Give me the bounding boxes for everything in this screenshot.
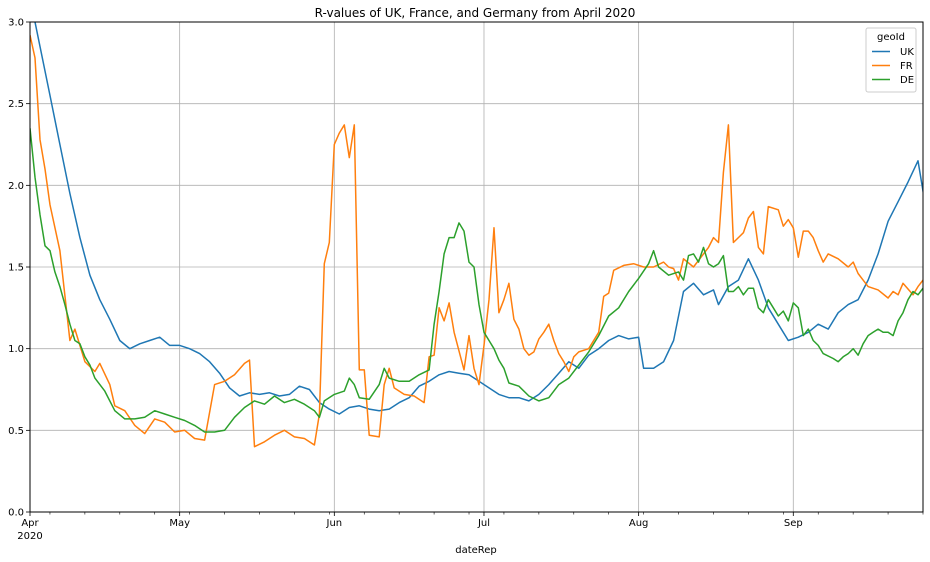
y-tick-label: 0.5 (8, 426, 24, 437)
series-lines (30, 22, 923, 448)
series-line-uk (34, 22, 923, 415)
axes: 0.0 0.5 1.0 1.5 2.0 2.5 3.0 Apr 2020 May Jun Jul Aug… (8, 18, 924, 542)
legend-title: geoId (877, 32, 905, 43)
grid (29, 21, 923, 513)
x-tick-label: Jul (477, 518, 490, 529)
series-line-de (30, 128, 923, 433)
y-tick-label: 2.5 (8, 99, 24, 110)
legend-label-de: DE (900, 75, 914, 86)
series-line-fr (30, 34, 923, 448)
legend-box (865, 27, 917, 93)
x-tick-label: Sep (784, 518, 803, 529)
x-tick-label: Jun (326, 518, 343, 529)
y-tick-label: 2.0 (8, 181, 24, 192)
x-tick-label: Apr (21, 518, 39, 529)
x-axis-label: dateRep (455, 545, 497, 556)
legend-label-uk: UK (900, 47, 914, 58)
x-tick-label: Aug (629, 518, 649, 529)
legend-label-fr: FR (900, 61, 913, 72)
y-tick-label: 0.0 (8, 508, 24, 519)
y-tick-label: 1.5 (8, 263, 24, 274)
y-tick-label: 1.0 (8, 344, 24, 355)
x-tick-sublabel: 2020 (17, 531, 42, 542)
chart-title: R-values of UK, France, and Germany from… (315, 6, 636, 20)
y-tick-label: 3.0 (8, 18, 24, 29)
legend: geoId UK FR DE (865, 27, 917, 93)
x-tick-label: May (169, 518, 190, 529)
